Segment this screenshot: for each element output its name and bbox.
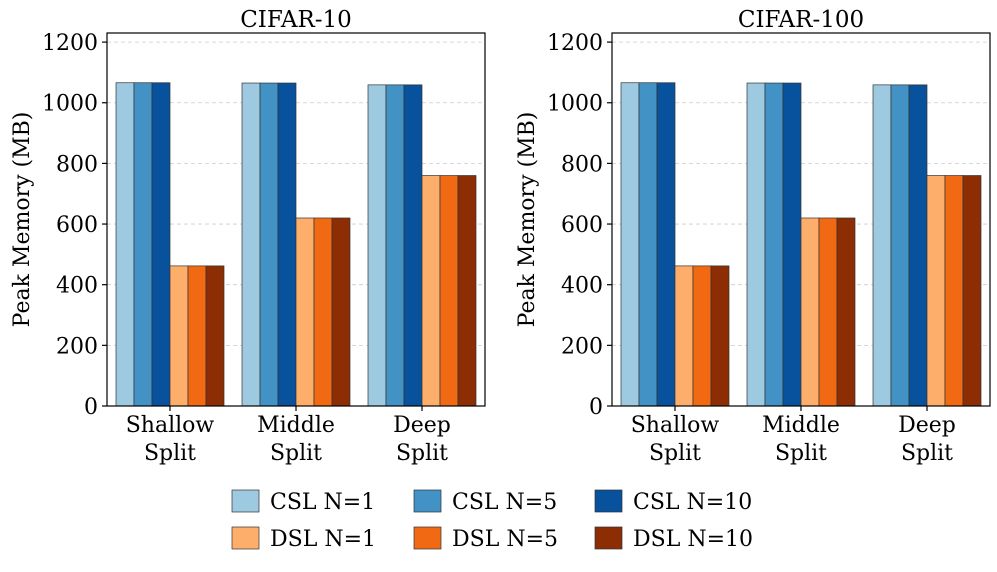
bar-csl-n-10-deep-split <box>908 84 928 407</box>
x-tick-label: Split <box>775 441 827 466</box>
x-tick-label: Split <box>144 441 196 466</box>
legend-swatch-csl-n-10 <box>594 489 623 513</box>
bar-csl-n-10-middle-split <box>782 82 802 407</box>
bar-csl-n-5-shallow-split <box>638 82 658 407</box>
bar-csl-n-1-deep-split <box>872 84 892 407</box>
x-tick-label: Shallow <box>631 413 720 438</box>
bar-csl-n-1-middle-split <box>241 82 261 407</box>
bar-dsl-n-1-deep-split <box>421 175 441 407</box>
bar-csl-n-10-middle-split <box>277 82 297 407</box>
legend-swatch-dsl-n-10 <box>594 526 623 550</box>
chart-title: CIFAR-100 <box>738 7 864 33</box>
y-tick-label: 600 <box>561 213 603 238</box>
y-tick-label: 1200 <box>547 31 603 56</box>
chart-panel-cifar-100: 0 200 400 600 800 1000 1200 Shallow Split Middle S… <box>515 7 991 466</box>
bar-dsl-n-10-middle-split <box>331 217 351 407</box>
legend-swatch-dsl-n-1 <box>231 526 260 550</box>
legend-label-csl-n-10: CSL N=10 <box>633 490 752 515</box>
y-axis-label: Peak Memory (MB) <box>10 112 35 328</box>
chart-panel-cifar-10: 0 200 400 600 800 1000 1200 Shallow Split Middle S… <box>10 7 486 466</box>
bar-csl-n-5-deep-split <box>385 84 405 407</box>
bar-dsl-n-5-shallow-split <box>187 265 207 407</box>
legend-swatch-dsl-n-5 <box>413 526 442 550</box>
legend-label-dsl-n-1: DSL N=1 <box>270 527 376 552</box>
legend-label-dsl-n-10: DSL N=10 <box>633 527 753 552</box>
y-tick-label: 1200 <box>42 31 98 56</box>
legend-swatch-csl-n-1 <box>231 489 260 513</box>
bar-csl-n-5-middle-split <box>764 82 784 407</box>
bar-csl-n-5-shallow-split <box>133 82 153 407</box>
y-tick-label: 1000 <box>42 92 98 117</box>
bar-csl-n-1-shallow-split <box>115 82 135 407</box>
bar-dsl-n-5-deep-split <box>439 175 459 407</box>
bar-dsl-n-5-middle-split <box>818 217 838 407</box>
x-tick-label: Split <box>270 441 322 466</box>
bar-dsl-n-1-shallow-split <box>169 265 189 407</box>
bar-csl-n-1-shallow-split <box>620 82 640 407</box>
x-tick-label: Split <box>396 441 448 466</box>
bar-csl-n-10-deep-split <box>403 84 423 407</box>
bar-dsl-n-5-deep-split <box>944 175 964 407</box>
x-tick-label: Middle <box>257 413 335 438</box>
y-tick-label: 800 <box>561 152 603 177</box>
y-tick-label: 1000 <box>547 92 603 117</box>
x-tick-label: Shallow <box>126 413 215 438</box>
bar-dsl-n-1-middle-split <box>800 217 820 407</box>
y-axis-label: Peak Memory (MB) <box>515 112 540 328</box>
bar-dsl-n-10-shallow-split <box>205 265 225 407</box>
x-tick-label: Middle <box>762 413 840 438</box>
y-tick-label: 0 <box>84 395 98 420</box>
y-tick-label: 600 <box>56 213 98 238</box>
chart-title: CIFAR-10 <box>240 7 352 33</box>
bar-csl-n-10-shallow-split <box>151 82 171 407</box>
legend-swatch-csl-n-5 <box>413 489 442 513</box>
y-tick-label: 200 <box>56 334 98 359</box>
bar-csl-n-10-shallow-split <box>656 82 676 407</box>
x-tick-label: Split <box>649 441 701 466</box>
x-tick-label: Deep <box>393 413 451 438</box>
bar-dsl-n-1-deep-split <box>926 175 946 407</box>
bar-csl-n-1-deep-split <box>367 84 387 407</box>
bar-dsl-n-5-middle-split <box>313 217 333 407</box>
bar-dsl-n-1-middle-split <box>295 217 315 407</box>
legend: CSL N=1 CSL N=5 CSL N=10 DSL N=1 DSL N=5 DSL … <box>231 489 753 552</box>
y-tick-label: 0 <box>589 395 603 420</box>
y-tick-label: 200 <box>561 334 603 359</box>
legend-label-csl-n-1: CSL N=1 <box>270 490 375 515</box>
legend-label-csl-n-5: CSL N=5 <box>452 490 557 515</box>
y-tick-label: 400 <box>56 274 98 299</box>
bar-csl-n-1-middle-split <box>746 82 766 407</box>
bar-csl-n-5-middle-split <box>259 82 279 407</box>
bar-dsl-n-10-deep-split <box>962 175 982 407</box>
bar-dsl-n-10-shallow-split <box>710 265 730 407</box>
y-tick-label: 400 <box>561 274 603 299</box>
x-tick-label: Deep <box>898 413 956 438</box>
x-tick-label: Split <box>901 441 953 466</box>
bar-dsl-n-10-deep-split <box>457 175 477 407</box>
bar-dsl-n-1-shallow-split <box>674 265 694 407</box>
bar-csl-n-5-deep-split <box>890 84 910 407</box>
bar-dsl-n-5-shallow-split <box>692 265 712 407</box>
y-tick-label: 800 <box>56 152 98 177</box>
legend-label-dsl-n-5: DSL N=5 <box>452 527 558 552</box>
bar-dsl-n-10-middle-split <box>836 217 856 407</box>
